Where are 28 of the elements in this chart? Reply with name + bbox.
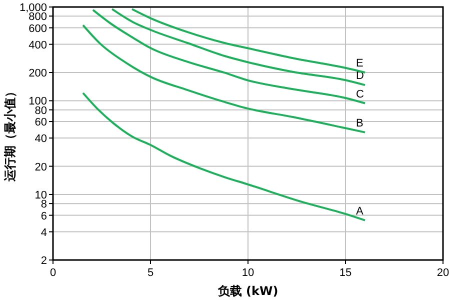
y-tick-label: 6 (40, 210, 47, 222)
y-tick-label: 600 (28, 22, 47, 35)
x-tick-label: 15 (339, 267, 352, 279)
y-tick-label: 400 (28, 39, 47, 52)
x-tick-label: 0 (50, 267, 56, 279)
x-tick-label: 5 (147, 267, 154, 279)
series-label: C (356, 88, 364, 100)
y-tick-label: 800 (28, 11, 47, 24)
x-tick-label: 20 (436, 267, 450, 279)
y-tick-label: 40 (34, 133, 47, 146)
series-label: E (356, 58, 364, 70)
y-tick-label: 80 (34, 104, 47, 117)
y-axis-title: 运行期（最小值） (3, 86, 17, 182)
y-tick-label: 20 (34, 161, 47, 174)
x-tick-label: 10 (242, 267, 254, 279)
y-tick-label: 2 (40, 255, 47, 267)
line-series (111, 8, 366, 86)
series-label: B (356, 117, 364, 130)
y-tick-label: 1,000 (19, 2, 47, 14)
x-axis-title: 负载 (kW) (216, 284, 278, 298)
line-series (92, 8, 366, 104)
line-series (82, 92, 366, 222)
y-tick-label: 60 (34, 116, 47, 129)
y-tick-label: 200 (28, 68, 47, 80)
y-tick-label: 4 (40, 226, 47, 239)
line-series (82, 24, 366, 134)
series-label: A (356, 205, 364, 218)
y-tick-label: 8 (40, 198, 47, 211)
